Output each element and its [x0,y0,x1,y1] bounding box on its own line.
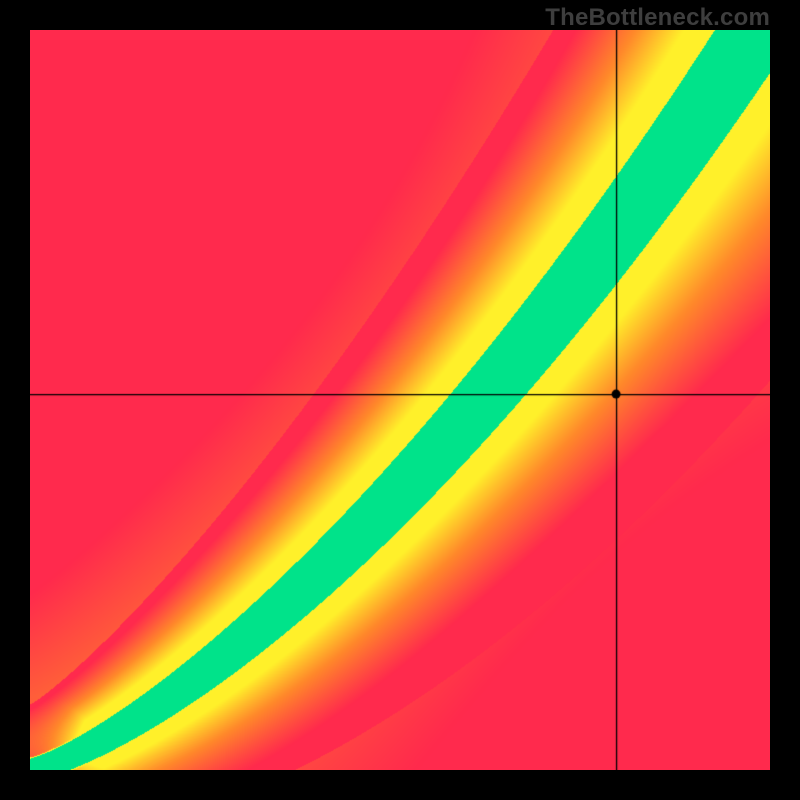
chart-frame: TheBottleneck.com [0,0,800,800]
heatmap-canvas [30,30,770,770]
plot-area [30,30,770,770]
watermark-label: TheBottleneck.com [545,4,770,32]
